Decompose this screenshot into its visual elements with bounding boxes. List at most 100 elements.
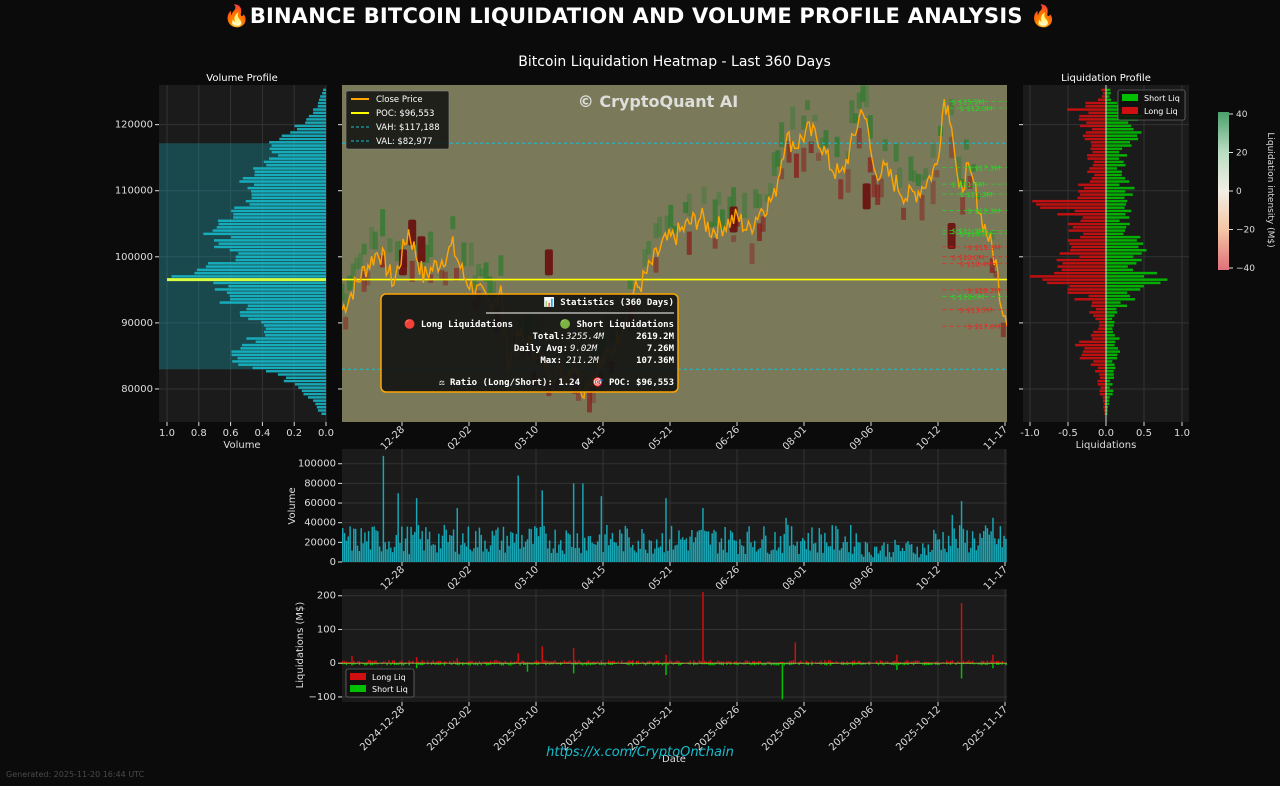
heat-cell-long [365,271,371,286]
volume-bar [388,541,390,562]
volume-bar [421,531,423,562]
long-liq-daily-bar [914,660,917,664]
volume-bar [691,529,693,562]
volume-bar [657,547,660,562]
long-liq-bar [1085,131,1106,134]
long-liq-daily-bar [663,661,665,664]
date-tick-label: 11-17 [982,564,1010,592]
short-liq-daily-bar [929,663,931,665]
short-liq-daily-bar [587,663,590,665]
short-liq-daily-bar [907,663,909,666]
long-liq-bar [1100,386,1106,389]
volume-bar [979,533,981,562]
short-liq-daily-bar [371,663,374,666]
short-liq-daily-bar [630,663,632,665]
volume-bar [765,535,767,562]
short-liq-daily-bar [790,663,793,665]
short-liq-daily-bar [709,663,712,666]
short-liq-bar [1106,278,1168,281]
long-liq-daily-bar [543,660,545,664]
long-liq-bar [1070,248,1106,252]
short-liq-bar [1106,317,1113,321]
short-liq-daily-bar [402,663,405,666]
short-liq-daily-bar [755,663,758,665]
volume-bar [704,530,706,562]
short-liq-daily-bar [548,663,551,665]
long-liq-bar [1080,219,1106,223]
long-liq-bar [1078,190,1106,193]
long-liq-daily-bar [994,661,996,664]
short-liq-daily-bar [931,663,933,665]
short-liq-bar [1106,183,1120,187]
volume-bar [752,547,754,562]
stats-long-max: 211.2M [566,356,599,366]
long-liq-daily-bar [957,661,959,664]
volume-bar [541,490,543,562]
heat-cell-short [683,202,689,214]
long-liq-daily-bar [656,660,658,664]
volume-profile-bar [255,340,326,344]
volume-bar [547,548,549,562]
volume-profile-bar [231,353,326,357]
volume-bar [840,548,843,562]
volume-bar [702,507,704,562]
short-liq-daily-bar [896,663,898,670]
date-tick-label: 05-21 [647,564,675,592]
long-liq-daily-bar [537,661,540,664]
short-liq-daily-bar [726,663,728,666]
long-liq-bar [1104,412,1106,415]
long-liq-daily-bar [678,661,680,664]
long-liq-bar [1084,347,1106,350]
long-liq-daily-bar [729,661,732,664]
volume-bar [558,544,560,562]
long-liq-bar [1087,157,1106,160]
short-liq-daily-bar [510,663,512,666]
volume-bar [936,539,939,562]
long-liq-bar [1054,271,1106,275]
date-tick-label: 02-02 [446,424,474,452]
lp-xtick-label: 0.0 [1098,428,1114,439]
long-liq-daily-bar [495,660,497,664]
volume-bar [735,540,737,562]
volume-bar [469,549,471,562]
long-liq-daily-bar [567,661,569,664]
volume-bar [571,546,573,562]
short-liq-bar [1106,409,1108,412]
long-liq-daily-bar [787,662,789,664]
long-liq-daily-bar [870,662,872,664]
long-liq-daily-bar [393,660,396,664]
long-liq-daily-bar [587,660,590,664]
long-liq-daily-bar [535,660,538,664]
vol-ytick-label: 20000 [304,537,336,548]
volume-bar [942,532,944,562]
long-liq-bar [1092,337,1106,340]
long-liq-daily-bar [912,661,915,664]
volume-bar [918,557,920,562]
short-liq-daily-bar [988,663,991,665]
short-liq-daily-bar [608,663,610,665]
heat-cell-short [450,216,456,230]
long-liq-daily-bar [585,661,588,664]
short-liq-daily-bar [434,663,436,665]
short-liq-bar [1106,121,1129,124]
volume-bar [794,545,797,562]
liq-level-label: $ $11.3M [952,227,985,235]
short-liq-daily-bar [715,663,717,665]
short-liq-daily-bar [399,663,401,665]
heat-cell-long [901,207,907,220]
heat-cell-long [960,197,966,215]
volume-bar [842,542,845,562]
volume-bar [811,527,813,562]
volume-bar [595,544,597,562]
long-liq-daily-bar [966,661,968,664]
volume-bar [524,541,527,562]
volume-bar [988,534,991,562]
short-liq-bar [1106,353,1118,357]
long-liq-daily-bar [487,662,490,664]
short-liq-bar [1106,288,1141,291]
footer-url[interactable]: https://x.com/CryptoOnchain [546,745,734,760]
volume-profile-bar [283,379,326,383]
long-liq-bar [1068,229,1106,232]
long-liq-daily-bar [942,662,944,664]
volume-bar [495,529,497,562]
